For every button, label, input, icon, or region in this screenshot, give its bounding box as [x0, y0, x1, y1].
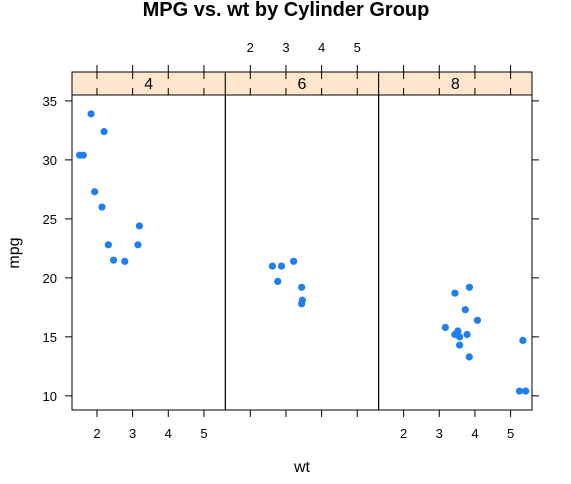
- y-axis-title: mpg: [6, 237, 23, 268]
- x-tick-label: 3: [436, 426, 443, 441]
- data-point: [441, 323, 449, 332]
- data-point: [456, 341, 464, 349]
- data-point: [268, 262, 276, 270]
- data-point: [456, 333, 464, 341]
- x-tick-label: 2: [400, 426, 407, 441]
- data-point: [277, 262, 286, 270]
- strip-label: 8: [451, 76, 460, 93]
- x-tick-label: 3: [282, 40, 289, 55]
- data-point: [519, 336, 527, 344]
- data-point: [134, 241, 142, 249]
- panel-group: 4 6 8 2 3 4 5 2 3 4 5 2 3 4 5 10 15 20 25 30 35: [43, 40, 539, 441]
- data-point: [522, 387, 530, 395]
- data-point: [465, 283, 474, 291]
- data-point: [87, 110, 95, 118]
- data-point: [135, 222, 143, 230]
- panel-8: [378, 94, 533, 411]
- data-point: [515, 387, 524, 395]
- data-point: [298, 300, 306, 308]
- x-tick-label: 4: [318, 40, 325, 55]
- y-tick-label: 35: [43, 94, 57, 109]
- data-point: [104, 241, 112, 249]
- y-tick-label: 15: [43, 330, 57, 345]
- strip-label: 4: [144, 76, 153, 93]
- panel-4: [71, 94, 226, 411]
- panel-6: [224, 94, 380, 411]
- x-axis-title: wt: [293, 459, 311, 476]
- strip-label: 6: [298, 76, 307, 93]
- data-point: [290, 257, 298, 265]
- y-tick-label: 20: [43, 271, 57, 286]
- data-point: [461, 306, 469, 314]
- data-point: [274, 277, 282, 286]
- x-tick-label: 2: [247, 40, 254, 55]
- x-tick-label: 5: [354, 40, 361, 55]
- y-tick-label: 30: [43, 153, 57, 168]
- data-point: [100, 127, 108, 136]
- data-point: [109, 256, 118, 264]
- x-tick-label: 3: [129, 426, 136, 441]
- data-point: [298, 283, 306, 291]
- data-point: [465, 353, 473, 361]
- data-point: [98, 203, 106, 211]
- data-point: [463, 330, 471, 339]
- data-point: [451, 289, 459, 297]
- data-point: [75, 151, 84, 159]
- x-tick-label: 2: [93, 426, 100, 441]
- x-tick-label: 4: [165, 426, 172, 441]
- data-point: [473, 316, 482, 324]
- data-point: [91, 188, 99, 196]
- x-tick-label: 5: [200, 426, 207, 441]
- y-tick-label: 10: [43, 389, 57, 404]
- y-tick-label: 25: [43, 212, 57, 227]
- x-tick-label: 5: [507, 426, 514, 441]
- data-point: [121, 257, 129, 265]
- chart-title: MPG vs. wt by Cylinder Group: [143, 0, 430, 21]
- x-tick-label: 4: [471, 426, 478, 441]
